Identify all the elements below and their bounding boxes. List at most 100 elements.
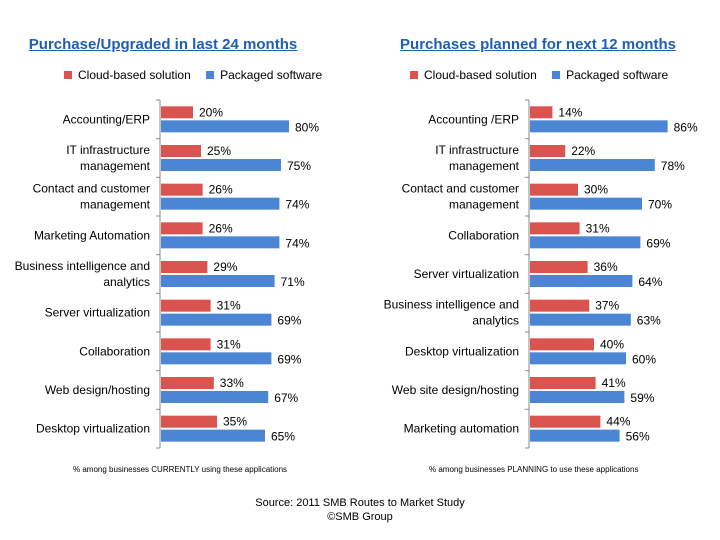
data-label-cloud: 40%	[600, 337, 624, 351]
category-label-line: analytics	[472, 314, 519, 328]
data-label-cloud: 35%	[223, 415, 247, 429]
data-label-cloud: 44%	[606, 415, 630, 429]
bar-cloud	[161, 222, 203, 235]
bar-packaged	[530, 197, 642, 210]
bar-cloud	[161, 183, 203, 196]
category-label-line: Collaboration	[448, 228, 519, 242]
category-label: Collaboration	[79, 344, 150, 358]
bar-packaged	[530, 120, 668, 133]
bar-cloud	[530, 299, 590, 312]
bar-packaged	[161, 197, 280, 210]
bar-packaged	[530, 313, 631, 326]
category-label-line: Server virtualization	[414, 267, 519, 281]
legend-label-packaged: Packaged software	[566, 68, 669, 82]
bar-cloud	[161, 145, 201, 157]
category-label: Web design/hosting	[45, 383, 150, 397]
bar-cloud	[161, 338, 211, 351]
bar-packaged	[161, 275, 275, 287]
category-label-line: Contact and customer	[402, 182, 519, 196]
data-label-cloud: 20%	[199, 105, 223, 119]
data-label-packaged: 70%	[648, 198, 672, 212]
data-label-packaged: 56%	[626, 430, 650, 444]
category-label: Collaboration	[448, 228, 519, 242]
data-label-cloud: 31%	[586, 221, 610, 235]
bar-packaged	[161, 391, 269, 403]
bar-packaged	[161, 159, 281, 171]
category-label: Business intelligence and analytics	[384, 298, 519, 328]
bar-cloud	[161, 415, 217, 428]
bar-packaged	[530, 391, 625, 403]
chart-title: Purchase/Upgraded in last 24 months	[28, 36, 298, 53]
legend-item-cloud: Cloud-based solution	[64, 68, 191, 82]
category-label-line: analytics	[103, 275, 150, 289]
category-label: Business intelligence and analytics	[15, 259, 150, 289]
chart-title: Purchases planned for next 12 months	[400, 36, 676, 53]
chart-footnote: % among businesses CURRENTLY using these…	[73, 465, 288, 474]
data-label-cloud: 31%	[217, 337, 241, 351]
category-label: IT infrastructure management	[66, 143, 150, 173]
bar-cloud	[530, 377, 596, 389]
data-label-cloud: 36%	[594, 260, 618, 274]
bar-packaged	[161, 313, 272, 326]
category-label-line: Contact and customer	[33, 182, 150, 196]
category-label: Server virtualization	[414, 267, 519, 281]
chart-purchased-last-24-months: Purchase/Upgraded in last 24 months Clou…	[0, 0, 360, 490]
data-label-cloud: 25%	[207, 144, 231, 158]
bar-cloud	[530, 145, 566, 157]
category-label-line: Accounting/ERP	[63, 112, 150, 126]
bar-cloud	[530, 261, 588, 273]
category-label-line: management	[80, 159, 151, 173]
category-label-line: management	[449, 159, 520, 173]
category-label: Desktop virtualization	[36, 422, 150, 436]
category-label-line: Marketing Automation	[34, 228, 150, 242]
data-label-packaged: 74%	[285, 236, 309, 250]
bar-cloud	[530, 222, 580, 235]
data-label-cloud: 22%	[571, 144, 595, 158]
category-label-line: IT infrastructure	[66, 143, 150, 157]
bar-cloud	[530, 106, 553, 119]
category-label-line: Accounting /ERP	[428, 112, 519, 126]
data-label-packaged: 63%	[637, 314, 661, 328]
category-label-line: Business intelligence and	[15, 259, 150, 273]
data-label-packaged: 69%	[277, 314, 301, 328]
data-label-packaged: 80%	[295, 120, 319, 134]
data-label-packaged: 86%	[674, 120, 698, 134]
data-label-cloud: 33%	[220, 376, 244, 390]
category-label: Marketing Automation	[34, 228, 150, 242]
category-label: Contact and customer management	[402, 182, 520, 212]
data-label-packaged: 69%	[646, 236, 670, 250]
category-label: Server virtualization	[45, 306, 150, 320]
bar-chart-plot: Accounting /ERP 14% 86% IT infrastructure ma…	[384, 99, 698, 449]
category-label: IT infrastructure management	[435, 143, 519, 173]
category-label-line: Web design/hosting	[45, 383, 150, 397]
legend-item-packaged: Packaged software	[552, 68, 668, 82]
data-label-packaged: 74%	[285, 198, 309, 212]
copyright-line: ©SMB Group	[327, 511, 393, 523]
category-label-line: management	[80, 198, 151, 212]
category-label: Contact and customer management	[33, 182, 151, 212]
bar-packaged	[161, 236, 280, 249]
legend-label-packaged: Packaged software	[220, 68, 323, 82]
bar-packaged	[161, 429, 265, 442]
data-label-packaged: 60%	[632, 352, 656, 366]
bar-cloud	[161, 261, 208, 273]
legend-swatch-cloud	[410, 71, 418, 79]
bar-packaged	[530, 275, 633, 287]
legend-item-cloud: Cloud-based solution	[410, 68, 537, 82]
data-label-packaged: 65%	[271, 430, 295, 444]
bar-chart-plot: Accounting/ERP 20% 80% IT infrastructure man…	[15, 99, 319, 449]
bar-cloud	[530, 338, 594, 351]
legend-swatch-packaged	[552, 71, 561, 79]
data-label-packaged: 75%	[287, 159, 311, 173]
bar-packaged	[530, 429, 620, 442]
data-label-cloud: 31%	[217, 299, 241, 313]
data-label-packaged: 69%	[277, 352, 301, 366]
legend-item-packaged: Packaged software	[206, 68, 322, 82]
category-label-line: management	[449, 198, 520, 212]
bar-cloud	[161, 106, 193, 119]
bar-cloud	[161, 377, 214, 389]
category-label: Marketing automation	[404, 422, 519, 436]
data-label-cloud: 14%	[558, 105, 582, 119]
data-label-cloud: 30%	[584, 183, 608, 197]
bar-packaged	[530, 159, 655, 171]
